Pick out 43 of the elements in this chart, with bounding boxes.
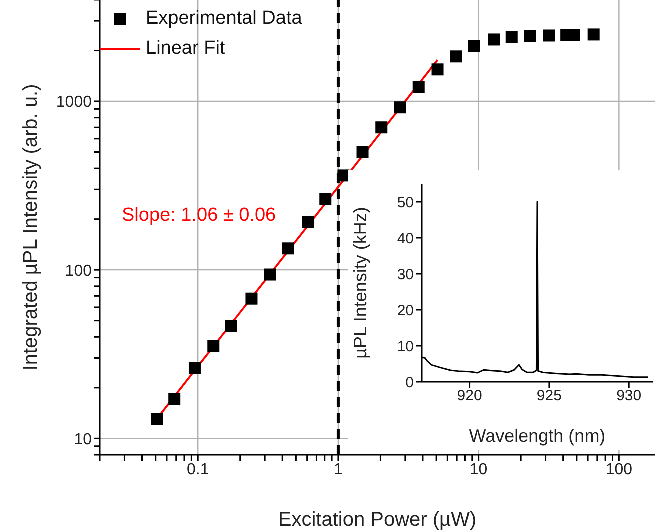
y-tick-label: 30 [397,266,414,284]
point [506,31,518,44]
point [412,81,425,94]
x-axis-title: Wavelength (nm) [469,426,606,446]
y-tick-label: 1000 [56,94,92,112]
legend-label: Experimental Data [146,7,302,31]
y-tick-label: 100 [65,262,92,280]
legend-label: Linear Fit [146,37,226,61]
point [543,30,556,42]
x-tick-label: 925 [536,388,562,405]
point [356,146,369,158]
y-tick-label: 50 [397,194,414,212]
x-tick-label: 930 [616,388,642,405]
point [208,340,220,352]
y-tick-label: 20 [397,302,414,320]
point [432,64,444,76]
point [394,102,406,114]
y-tick-label: 40 [397,230,414,248]
point [151,413,164,426]
y-tick-label: 10 [74,431,92,448]
point [188,362,201,374]
point [264,268,276,281]
y-axis-title: µPL Intensity (kHz) [350,207,370,359]
point [246,292,258,305]
y-tick-label: 0 [406,374,414,392]
point [302,216,314,228]
x-tick-label: 10 [470,461,488,478]
x-tick-label: 1 [334,461,344,478]
annotation: Slope: 1.06 ± 0.06 [122,205,276,227]
point [450,50,462,63]
point [468,40,480,52]
point [376,122,388,134]
y-axis-title: Integrated µPL Intensity (arb. u.) [20,84,42,371]
point [320,193,332,206]
x-axis-title: Excitation Power (µW) [278,509,477,531]
y-tick-label: 10 [397,338,414,356]
x-tick-label: 920 [457,388,482,405]
x-tick-label: 100 [606,461,633,478]
point [225,320,238,332]
x-tick-label: 0.1 [186,461,210,478]
point [488,34,500,46]
point [282,242,294,255]
point [524,30,536,42]
